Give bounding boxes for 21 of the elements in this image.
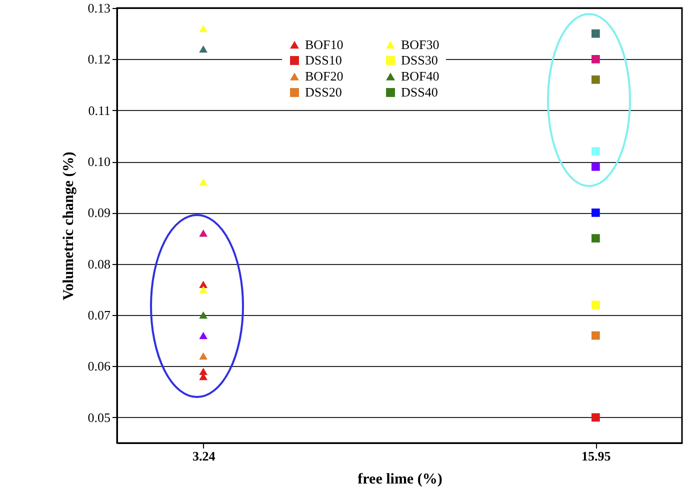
legend-label: DSS30 — [401, 52, 438, 68]
x-tick-label: 3.24 — [192, 448, 216, 464]
y-tick-label: 0.05 — [88, 410, 110, 425]
y-tick-label: 0.11 — [88, 102, 110, 118]
y-axis-title: Volumetric change (%) — [60, 152, 77, 300]
legend-label: BOF10 — [305, 36, 344, 52]
y-tick-label: 0.10 — [88, 154, 110, 170]
legend-label: DSS20 — [305, 84, 342, 100]
y-tick-label: 0.06 — [88, 358, 111, 374]
legend-label: BOF20 — [305, 68, 344, 84]
y-tick-label: 0.13 — [88, 0, 110, 16]
y-tick-label: 0.12 — [88, 52, 110, 67]
y-tick-label: 0.07 — [88, 308, 111, 323]
legend-label: BOF40 — [401, 68, 440, 84]
y-tick-label: 0.08 — [88, 256, 110, 272]
legend-label: DSS40 — [401, 84, 438, 100]
x-tick-label: 15.95 — [582, 448, 612, 464]
legend-label: BOF30 — [401, 36, 440, 52]
x-axis-title: free lime (%) — [358, 472, 442, 488]
y-tick-label: 0.09 — [88, 205, 110, 220]
legend-label: DSS10 — [305, 52, 342, 68]
